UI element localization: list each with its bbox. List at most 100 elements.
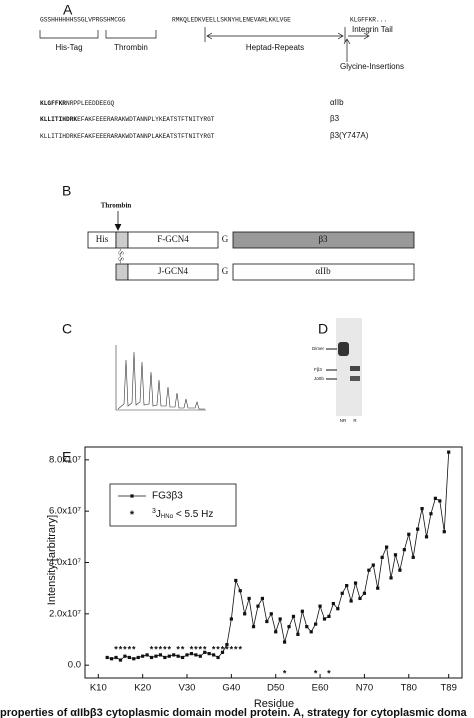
point (362, 591, 367, 595)
point (105, 655, 109, 660)
star: * (194, 644, 198, 654)
star: * (283, 668, 287, 678)
legend-label: FG3β3 (152, 491, 183, 502)
star: * (114, 644, 118, 654)
seq-rest: EFAKFEEERARAKWDTANNPLYKEATSTFTNITYRGT (77, 116, 215, 123)
box-label: F-GCN4 (157, 234, 189, 244)
point (340, 591, 344, 595)
mass-spectrum (115, 345, 206, 411)
point (141, 654, 145, 658)
star: * (203, 644, 207, 654)
legend-j: J (156, 509, 161, 520)
legend-sup: 3 (152, 508, 156, 515)
box-label: αIIb (315, 266, 331, 276)
x-tick-label: K10 (90, 683, 107, 694)
sequence-name: β3 (330, 114, 340, 123)
star: * (199, 644, 203, 654)
point (194, 653, 198, 657)
seq-rest: KLLITIHDRKEFAKFEEERARAKWDTANNPLAKEATSTFT… (40, 133, 215, 140)
point (158, 653, 162, 657)
y-tick-label: 4.0x10⁷ (49, 557, 82, 568)
point (203, 650, 207, 654)
point (256, 604, 260, 608)
point (296, 632, 300, 636)
point (229, 617, 233, 621)
star: * (216, 644, 220, 654)
star: * (132, 644, 136, 654)
star: * (314, 668, 318, 678)
point (389, 576, 393, 580)
x-tick-label: T89 (441, 683, 457, 694)
point (127, 655, 131, 660)
region-label: Glycine-Insertions (340, 62, 404, 71)
point (407, 532, 411, 536)
point (118, 658, 123, 662)
point (189, 652, 194, 656)
star: * (230, 644, 234, 654)
star: * (181, 644, 185, 654)
linker-label: G (222, 234, 229, 244)
legend-sub: HNα (161, 514, 174, 520)
point (314, 622, 318, 626)
sequence: KLGFFKR... (350, 17, 387, 24)
point (180, 655, 185, 660)
point (123, 654, 127, 658)
point (367, 568, 371, 572)
point (207, 652, 211, 656)
gel (326, 318, 362, 416)
point (163, 655, 167, 660)
point (287, 625, 291, 629)
star: * (128, 644, 132, 654)
region-label: Thrombin (114, 43, 148, 52)
point (322, 617, 327, 621)
sequence-line: KLLITIHDRKEFAKFEEERARAKWDTANNPLAKEATSTFT… (40, 133, 215, 140)
star: * (168, 644, 172, 654)
point (278, 617, 282, 621)
point (345, 584, 349, 588)
point (154, 654, 158, 658)
point (442, 530, 446, 534)
y-tick-label: 6.0x10⁷ (49, 506, 82, 517)
legend-label: 3JHNα < 5.5 Hz (152, 508, 213, 520)
point (402, 548, 406, 552)
point (349, 599, 353, 603)
point (225, 643, 229, 647)
point (145, 653, 149, 657)
point (318, 604, 322, 608)
x-tick-label: T80 (401, 683, 417, 694)
point (269, 612, 273, 616)
brackets (39, 27, 370, 62)
star: * (225, 644, 229, 654)
point (305, 625, 309, 629)
point (176, 654, 180, 658)
point (309, 630, 313, 634)
point (327, 614, 331, 618)
legend (109, 483, 237, 527)
point (265, 619, 269, 624)
star: * (190, 644, 194, 654)
x-axis-label: Residue (254, 698, 294, 710)
point (234, 578, 238, 583)
point (274, 630, 278, 634)
point (376, 586, 380, 590)
sequence-name: αIIb (330, 98, 344, 107)
y-tick-label: 0.0 (68, 660, 81, 671)
point (429, 512, 433, 516)
point (353, 581, 358, 585)
seq-rest: NRPPLEEDDEEGQ (66, 100, 115, 107)
star: * (150, 644, 154, 654)
point (291, 614, 296, 618)
point (424, 535, 429, 539)
point (371, 563, 375, 567)
point (251, 625, 256, 629)
point (393, 553, 398, 557)
sequence-name: β3(Y747A) (330, 131, 369, 140)
panel-label: C (62, 321, 72, 337)
point (300, 609, 304, 613)
point (167, 654, 171, 658)
construct (87, 211, 415, 281)
cleavage-label: Thrombin (101, 202, 132, 210)
band-label: Fβ3 (314, 367, 322, 372)
star: * (234, 644, 238, 654)
